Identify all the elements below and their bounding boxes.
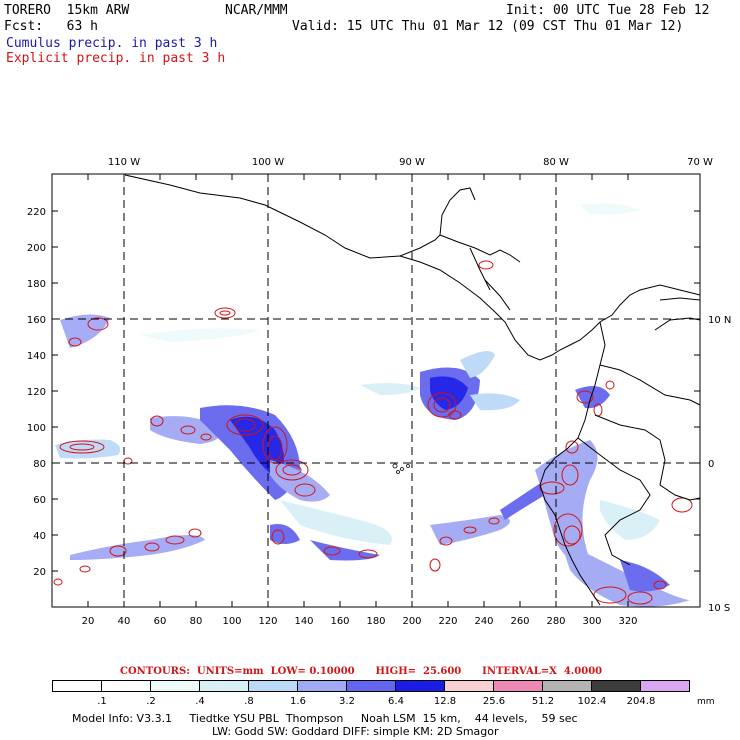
x-tick-label: 260 bbox=[510, 616, 529, 627]
y-tick-label: 80 bbox=[33, 459, 46, 470]
colorbar-swatch bbox=[297, 680, 347, 692]
colorbar-label: 204.8 bbox=[626, 696, 656, 707]
cumulus-precip-shading bbox=[55, 203, 690, 607]
x-tick-label: 240 bbox=[474, 616, 493, 627]
colorbar-swatch bbox=[346, 680, 396, 692]
y-tick-label: 140 bbox=[27, 351, 46, 362]
model-info-line2: LW: Godd SW: Goddard DIFF: simple KM: 2D… bbox=[212, 725, 499, 738]
model-info-line1: Model Info: V3.3.1 Tiedtke YSU PBL Thomp… bbox=[72, 712, 578, 725]
axis-ticks bbox=[52, 174, 700, 607]
colorbar-labels: .1 .2 .4 .8 1.6 3.2 6.4 12.8 25.6 51.2 102.4 204.8 bbox=[0, 696, 740, 708]
colorbar-swatch bbox=[150, 680, 200, 692]
cumulus-precip-label: Cumulus precip. in past 3 h bbox=[6, 36, 218, 51]
x-tick-label: 220 bbox=[438, 616, 457, 627]
colorbar-label: .4 bbox=[195, 696, 205, 707]
x-tick-label: 120 bbox=[258, 616, 277, 627]
colorbar-label: 1.6 bbox=[290, 696, 306, 707]
x-tick-label: 20 bbox=[82, 616, 95, 627]
lon-label: 100 W bbox=[252, 157, 284, 168]
y-tick-label: 220 bbox=[27, 207, 46, 218]
colorbar-swatch bbox=[395, 680, 445, 692]
y-tick-label: 100 bbox=[27, 423, 46, 434]
x-tick-label: 300 bbox=[582, 616, 601, 627]
forecast-hour: Fcst: 63 h bbox=[4, 19, 98, 34]
colorbar-label: 102.4 bbox=[577, 696, 607, 707]
colorbar-swatch bbox=[591, 680, 641, 692]
y-tick-label: 180 bbox=[27, 279, 46, 290]
lat-label: 10 N bbox=[708, 315, 731, 326]
x-tick-label: 180 bbox=[366, 616, 385, 627]
init-time: Init: 00 UTC Tue 28 Feb 12 bbox=[506, 3, 710, 18]
x-tick-label: 60 bbox=[154, 616, 167, 627]
x-tick-label: 140 bbox=[294, 616, 313, 627]
lat-label: 10 S bbox=[708, 603, 730, 614]
colorbar-label: 3.2 bbox=[339, 696, 355, 707]
lon-label: 90 W bbox=[399, 157, 425, 168]
colorbar-label: .8 bbox=[244, 696, 254, 707]
x-tick-label: 160 bbox=[330, 616, 349, 627]
x-tick-label: 100 bbox=[222, 616, 241, 627]
lon-label: 80 W bbox=[543, 157, 569, 168]
axis-tick-labels: 20 40 60 80 100 120 140 160 180 200 220 240 260 280 30… bbox=[27, 157, 731, 627]
colorbar-swatch bbox=[444, 680, 494, 692]
valid-time: Valid: 15 UTC Thu 01 Mar 12 (09 CST Thu … bbox=[292, 19, 684, 34]
colorbar-label: 51.2 bbox=[531, 696, 555, 707]
x-tick-label: 280 bbox=[546, 616, 565, 627]
x-tick-label: 200 bbox=[402, 616, 421, 627]
center-label: NCAR/MMM bbox=[225, 3, 288, 18]
colorbar-label: 25.6 bbox=[482, 696, 506, 707]
contours-info: CONTOURS: UNITS=mm LOW= 0.10000 HIGH= 25… bbox=[120, 666, 603, 677]
lon-label: 70 W bbox=[687, 157, 713, 168]
x-tick-label: 80 bbox=[190, 616, 203, 627]
colorbar-swatch bbox=[101, 680, 151, 692]
colorbar-swatch bbox=[640, 680, 690, 692]
colorbar-swatch bbox=[493, 680, 543, 692]
model-title: TORERO 15km ARW bbox=[4, 3, 130, 18]
y-tick-label: 40 bbox=[33, 531, 46, 542]
colorbar-swatch bbox=[52, 680, 102, 692]
colorbar-swatch bbox=[199, 680, 249, 692]
y-tick-label: 60 bbox=[33, 495, 46, 506]
lon-label: 110 W bbox=[108, 157, 140, 168]
colorbar-swatch bbox=[248, 680, 298, 692]
y-tick-label: 200 bbox=[27, 243, 46, 254]
colorbar-label: .2 bbox=[146, 696, 156, 707]
colorbar-label: .1 bbox=[97, 696, 107, 707]
graticule bbox=[52, 174, 700, 607]
colorbar-swatch bbox=[542, 680, 592, 692]
y-tick-label: 120 bbox=[27, 387, 46, 398]
colorbar-label: 12.8 bbox=[433, 696, 457, 707]
coastlines bbox=[124, 174, 701, 606]
colorbar bbox=[52, 680, 690, 694]
galapagos-islands bbox=[392, 463, 410, 474]
x-tick-label: 40 bbox=[118, 616, 131, 627]
x-tick-label: 320 bbox=[618, 616, 637, 627]
y-tick-label: 160 bbox=[27, 315, 46, 326]
colorbar-label: 6.4 bbox=[388, 696, 404, 707]
lat-label: 0 bbox=[708, 459, 714, 470]
y-tick-label: 20 bbox=[33, 567, 46, 578]
colorbar-unit: mm bbox=[697, 697, 715, 707]
explicit-precip-label: Explicit precip. in past 3 h bbox=[6, 51, 226, 66]
